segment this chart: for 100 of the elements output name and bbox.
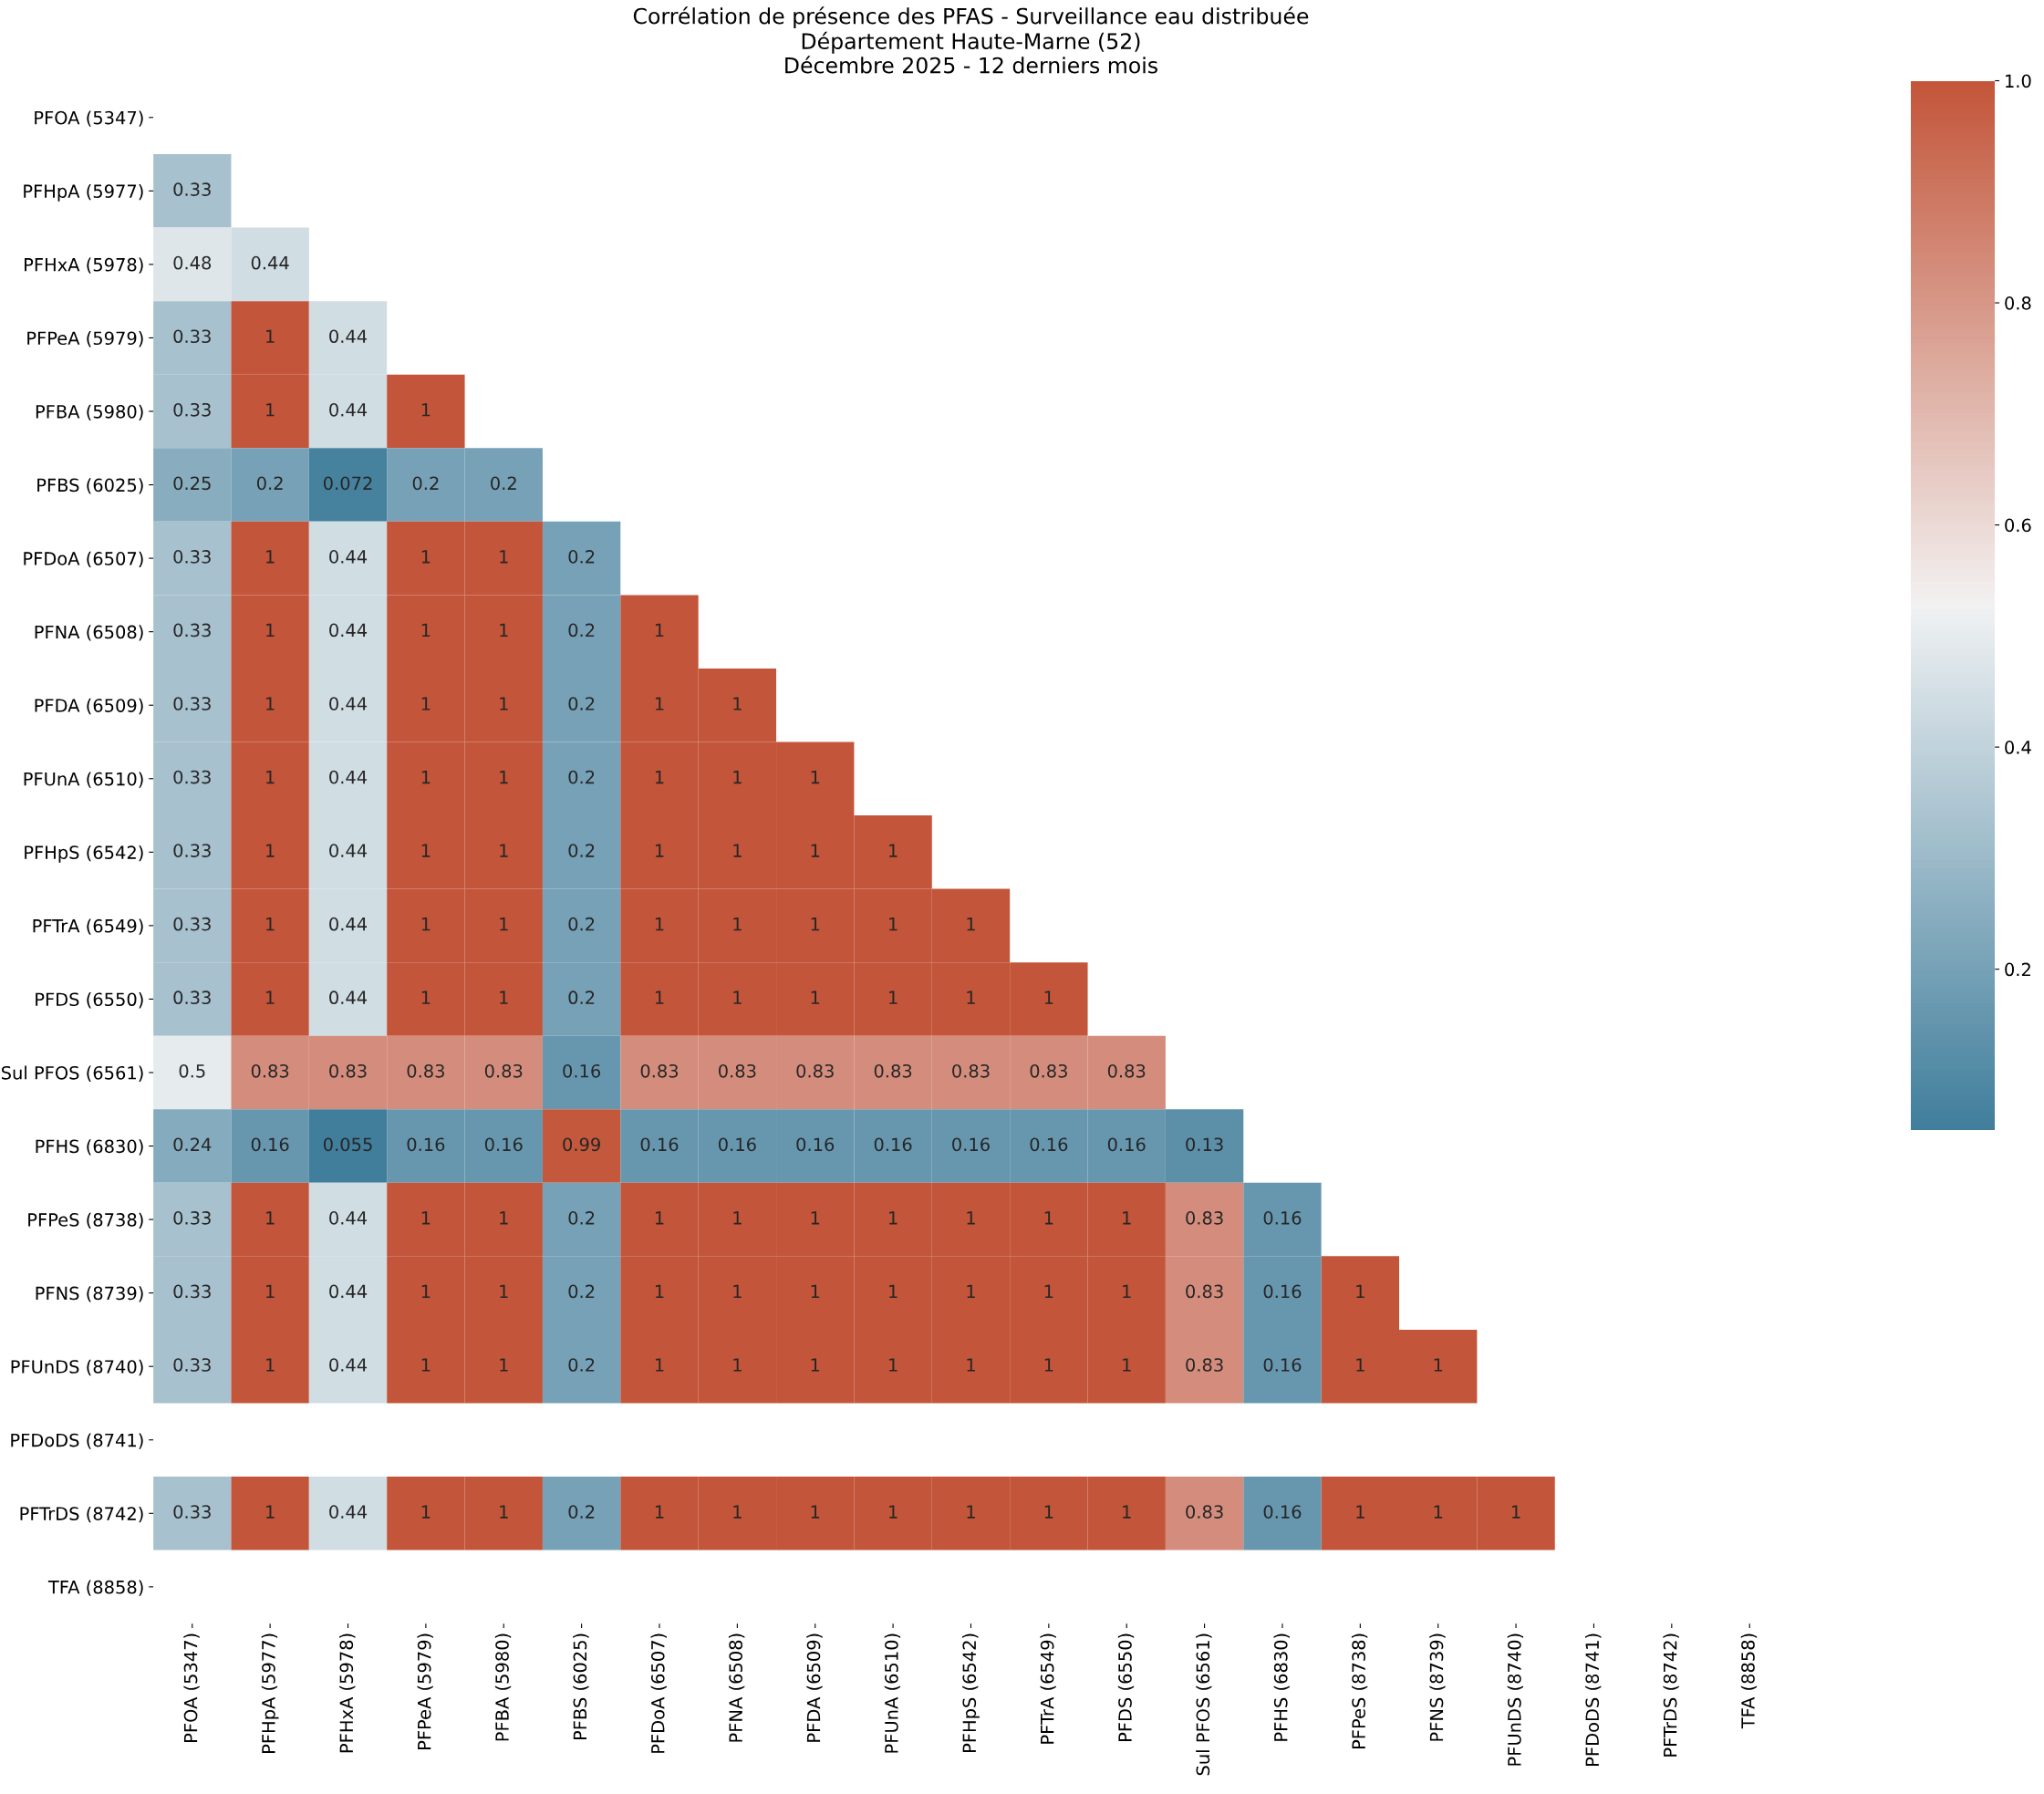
y-tick-label: PFBA (5980) [36, 404, 143, 420]
data-label: 0.2 [568, 623, 595, 638]
data-label: 1 [1356, 1358, 1364, 1372]
data-label: 1 [655, 990, 664, 1004]
y-tick-label: PFPeS (8738) [28, 1212, 143, 1229]
data-label: 1 [266, 697, 275, 710]
data-label: 1 [1356, 1505, 1364, 1519]
y-tick-label: PFTrDS (8742) [20, 1506, 143, 1523]
data-label: 1 [733, 770, 742, 784]
x-tick-label: PFDS (6550) [1117, 1633, 1135, 1742]
data-label: 1 [655, 1211, 664, 1225]
data-label: 0.2 [568, 844, 595, 857]
data-label: 1 [500, 550, 508, 564]
y-tick-label: PFDoDS (8741) [11, 1433, 143, 1449]
x-tick-label: PFDA (6509) [806, 1633, 823, 1742]
data-label: 0.16 [719, 1137, 756, 1152]
data-label: 0.16 [1030, 1137, 1068, 1152]
data-label: 0.33 [173, 990, 211, 1005]
y-tick-label: PFOA (5347) [35, 110, 143, 127]
y-tick-label: PFDoA (6507) [24, 551, 143, 568]
x-tick-label: PFBA (5980) [494, 1633, 512, 1741]
data-label: 1 [889, 1505, 897, 1519]
data-label: 0.2 [256, 476, 283, 491]
color-bar-label: 0.4 [2005, 741, 2031, 754]
data-label: 1 [266, 770, 275, 784]
y-tick-label: TFA (8858) [47, 1580, 143, 1596]
y-tick-label: PFHpA (5977) [24, 183, 143, 202]
data-label: 0.33 [173, 1211, 211, 1225]
data-label: 1 [421, 550, 431, 564]
data-label: 1 [421, 623, 431, 638]
data-label: 0.44 [329, 1358, 368, 1372]
data-label: 0.83 [1186, 1505, 1223, 1519]
data-label: 1 [1123, 1211, 1131, 1225]
x-tick-label: PFPeA (5979) [417, 1633, 433, 1749]
data-label: 1 [266, 550, 275, 564]
data-label: 0.44 [329, 550, 368, 564]
y-tick-label: PFHS (6830) [36, 1139, 143, 1156]
data-label: 1 [266, 329, 275, 343]
data-label: 1 [733, 1284, 742, 1299]
data-label: 1 [889, 918, 897, 931]
data-label: 0.2 [568, 1284, 595, 1299]
data-label: 1 [811, 1505, 820, 1519]
data-label: 0.83 [952, 1063, 990, 1078]
y-tick-label: PFTrA (6549) [33, 918, 143, 935]
data-label: 1 [733, 844, 742, 857]
data-label: 1 [266, 1211, 275, 1225]
y-tick-label: PFDA (6509) [35, 698, 143, 715]
data-label: 1 [500, 697, 508, 710]
data-label: 1 [266, 1284, 275, 1299]
data-label: 1 [266, 918, 275, 931]
x-tick-label: PFBS (6025) [573, 1633, 589, 1740]
data-label: 0.44 [329, 402, 368, 417]
data-label: 1 [500, 770, 508, 784]
data-label: 0.33 [173, 329, 211, 344]
data-label: 0.055 [323, 1137, 372, 1152]
data-label: 0.2 [568, 917, 595, 931]
data-label: 1 [1356, 1284, 1364, 1299]
x-tick-label: PFNS (8739) [1429, 1633, 1446, 1741]
data-label: 0.44 [329, 917, 368, 931]
data-label: 1 [421, 918, 431, 931]
data-label: 1 [811, 1284, 820, 1299]
data-label: 0.83 [1030, 1063, 1067, 1078]
data-label: 1 [1512, 1505, 1520, 1519]
data-label: 0.33 [173, 1358, 211, 1372]
data-label: 1 [421, 770, 431, 784]
data-label: 1 [500, 1358, 508, 1372]
data-label: 1 [421, 990, 431, 1004]
data-label: 0.24 [173, 1137, 212, 1152]
data-label: 1 [266, 844, 275, 857]
data-label: 1 [889, 990, 897, 1004]
data-label: 1 [421, 403, 431, 417]
data-label: 0.83 [874, 1063, 912, 1078]
data-label: 0.16 [563, 1063, 601, 1078]
data-label: 0.83 [1186, 1211, 1223, 1225]
data-label: 0.16 [1263, 1284, 1302, 1299]
data-label: 0.33 [173, 1505, 211, 1519]
data-label: 1 [1044, 990, 1053, 1004]
y-tick-label: PFUnA (6510) [24, 772, 143, 788]
data-label: 0.2 [412, 476, 439, 491]
data-label: 0.33 [173, 917, 211, 931]
data-label: 1 [266, 623, 275, 638]
data-label: 1 [421, 844, 431, 857]
data-label: 1 [811, 1211, 820, 1225]
data-label: 0.83 [407, 1063, 444, 1078]
data-label: 0.16 [640, 1137, 679, 1152]
data-label: 1 [500, 1211, 508, 1225]
data-label: 0.83 [1107, 1063, 1146, 1078]
data-label: 0.33 [173, 623, 211, 638]
data-label: 1 [889, 1211, 897, 1225]
x-tick-label: PFHpS (6542) [962, 1633, 980, 1753]
data-label: 1 [967, 1358, 975, 1372]
data-label: 0.33 [173, 697, 211, 710]
data-label: 1 [811, 1358, 820, 1372]
data-label: 1 [266, 990, 275, 1004]
color-bar-label: 0.2 [2005, 962, 2030, 977]
data-label: 1 [655, 770, 664, 784]
data-label: 1 [811, 770, 820, 784]
data-label: 0.2 [568, 697, 595, 710]
x-tick-label: Sul PFOS (6561) [1196, 1633, 1212, 1776]
data-label: 1 [500, 844, 508, 857]
